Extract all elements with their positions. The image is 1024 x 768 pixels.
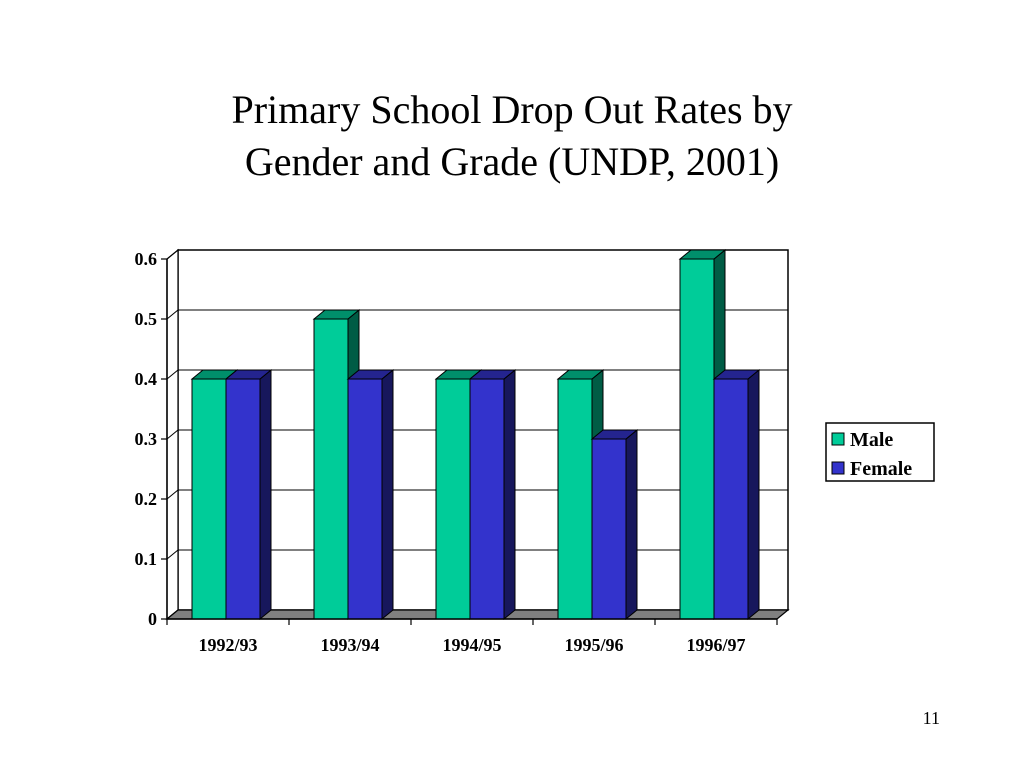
x-tick-label: 1996/97 — [686, 635, 745, 655]
y-tick-label: 0.1 — [135, 549, 158, 569]
legend-swatch-female — [831, 461, 845, 475]
gridline-side — [166, 429, 179, 440]
y-tick-label: 0.5 — [135, 309, 158, 329]
gridline-side — [166, 549, 179, 560]
slide-title: Primary School Drop Out Rates by Gender … — [0, 84, 1024, 188]
bar-male — [191, 378, 227, 620]
gridline-side — [166, 369, 179, 380]
bar-male — [435, 378, 471, 620]
gridline-side — [166, 489, 179, 500]
legend-label-female: Female — [850, 458, 912, 480]
legend-label-male: Male — [850, 429, 893, 451]
bar-male — [313, 318, 349, 620]
title-line-2: Gender and Grade (UNDP, 2001) — [244, 139, 780, 184]
y-tick-label: 0.2 — [135, 489, 158, 509]
x-tick-label: 1992/93 — [198, 635, 257, 655]
y-tick-label: 0.3 — [135, 429, 158, 449]
x-tick-label: 1993/94 — [320, 635, 379, 655]
bar-female — [591, 438, 627, 620]
bar-side-female — [503, 368, 516, 621]
slide-number: 11 — [922, 708, 940, 728]
gridline-side — [166, 309, 179, 320]
bar-side-female — [625, 428, 638, 621]
bar-female — [347, 378, 383, 620]
bar-side-female — [259, 368, 272, 621]
x-tick-label: 1995/96 — [564, 635, 623, 655]
x-tick-label: 1994/95 — [442, 635, 501, 655]
y-tick-label: 0 — [148, 609, 157, 629]
y-tick-label: 0.4 — [135, 369, 158, 389]
bar-female — [713, 378, 749, 620]
gridline-side — [166, 249, 179, 260]
bar-side-female — [747, 368, 760, 621]
y-tick-label: 0.6 — [135, 249, 158, 269]
legend-swatch-male — [831, 432, 845, 446]
bar-male — [557, 378, 593, 620]
bar-female — [469, 378, 505, 620]
title-line-1: Primary School Drop Out Rates by — [231, 87, 793, 132]
bar-male — [679, 258, 715, 620]
bar-female — [225, 378, 261, 620]
bar-side-female — [381, 368, 394, 621]
